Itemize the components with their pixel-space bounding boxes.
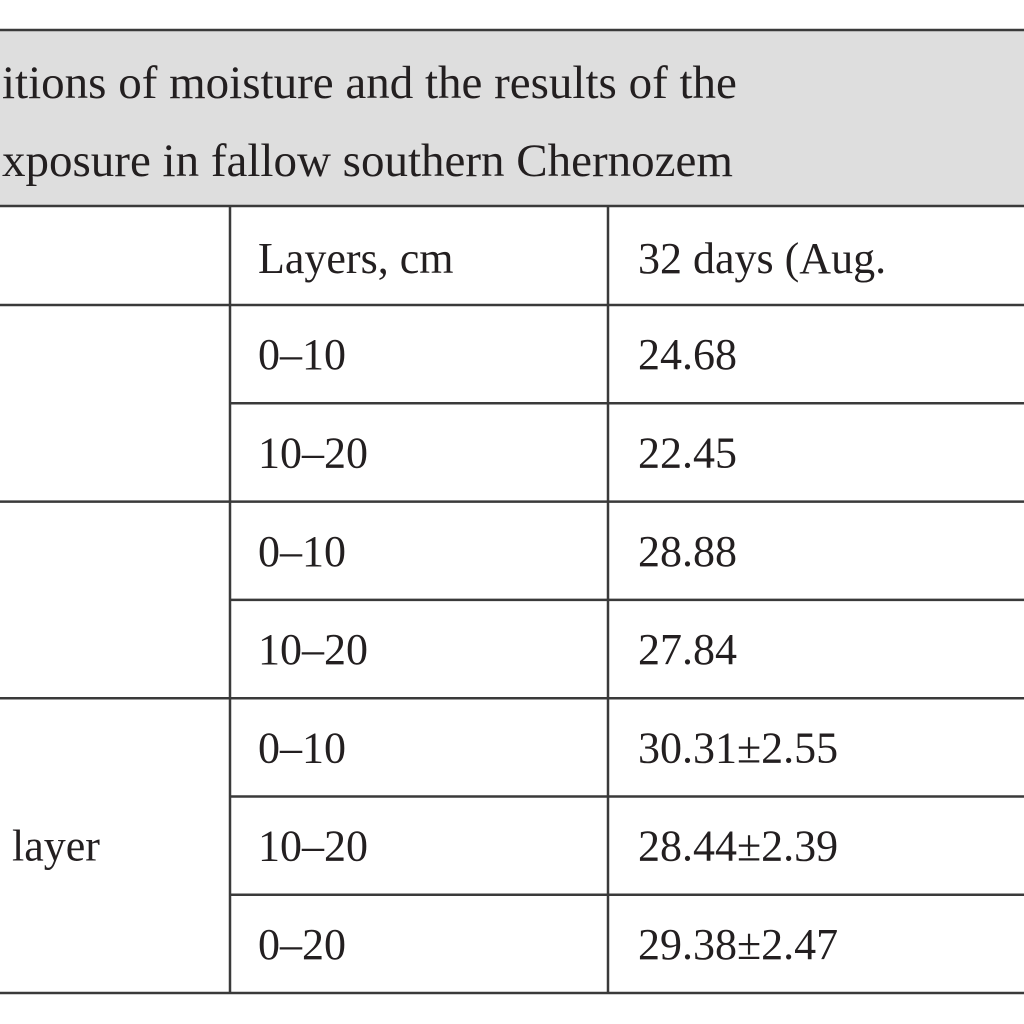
value-cell: 22.45 [638,428,737,477]
value-cell: 28.88 [638,527,737,576]
layer-cell: 0–10 [258,527,346,576]
value-cell: 28.44±2.39 [638,822,838,871]
layer-cell: 10–20 [258,822,368,871]
layer-cell: 0–10 [258,330,346,379]
value-cell: 27.84 [638,625,737,674]
layer-cell: 10–20 [258,428,368,477]
title-line: itions of moisture and the results of th… [2,57,737,109]
title-line: xposure in fallow southern Chernozem [2,135,733,187]
layer-cell: 10–20 [258,625,368,674]
group-label: layer [12,822,100,871]
value-cell: 29.38±2.47 [638,920,838,969]
layer-cell: 0–10 [258,723,346,772]
column-header: Layers, cm [258,234,453,283]
value-cell: 24.68 [638,330,737,379]
layer-cell: 0–20 [258,920,346,969]
title-band [0,30,1024,206]
column-header: 32 days (Aug. [638,234,886,283]
value-cell: 30.31±2.55 [638,723,838,772]
